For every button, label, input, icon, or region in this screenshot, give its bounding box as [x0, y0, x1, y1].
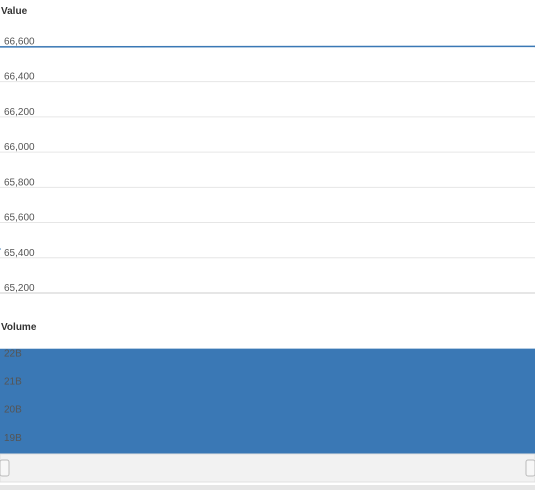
navigator-scrollbar[interactable]: [0, 485, 535, 490]
volume-y-tick-label: 22B: [4, 348, 22, 359]
volume-area: [0, 348, 535, 454]
value-y-tick-label: 66,200: [4, 107, 35, 118]
value-line: [0, 45, 535, 249]
value-series: [0, 45, 535, 250]
value-y-tick-label: 66,600: [4, 36, 35, 47]
navigator-left-handle[interactable]: [0, 459, 10, 477]
navigator-right-handle[interactable]: [525, 459, 535, 477]
value-y-tick-label: 66,000: [4, 142, 35, 153]
volume-y-tick-label: 20B: [4, 405, 22, 416]
volume-y-tick-label: 19B: [4, 433, 22, 444]
value-panel-title: Value: [1, 6, 28, 17]
value-y-tick-label: 65,800: [4, 177, 35, 188]
value-grid: [0, 45, 535, 294]
navigator-track: [0, 453, 535, 483]
volume-panel-title: Volume: [1, 322, 37, 333]
value-y-axis: 65,200 65,400 65,600 65,800 66,000 66,200 66,4…: [4, 36, 35, 294]
value-y-tick-label: 65,200: [4, 283, 35, 294]
value-x-axis: 12:0015:0018:0021:00Aug 2403:0006:0009:0…: [0, 292, 535, 294]
volume-y-axis: 19B 20B 21B 22B: [4, 348, 22, 443]
volume-y-tick-label: 21B: [4, 377, 22, 388]
value-y-tick-label: 66,400: [4, 72, 35, 83]
volume-series: [0, 348, 535, 454]
value-point: [0, 248, 1, 250]
navigator[interactable]: [0, 453, 535, 490]
value-y-tick-label: 65,400: [4, 248, 35, 259]
value-y-tick-label: 65,600: [4, 213, 35, 224]
